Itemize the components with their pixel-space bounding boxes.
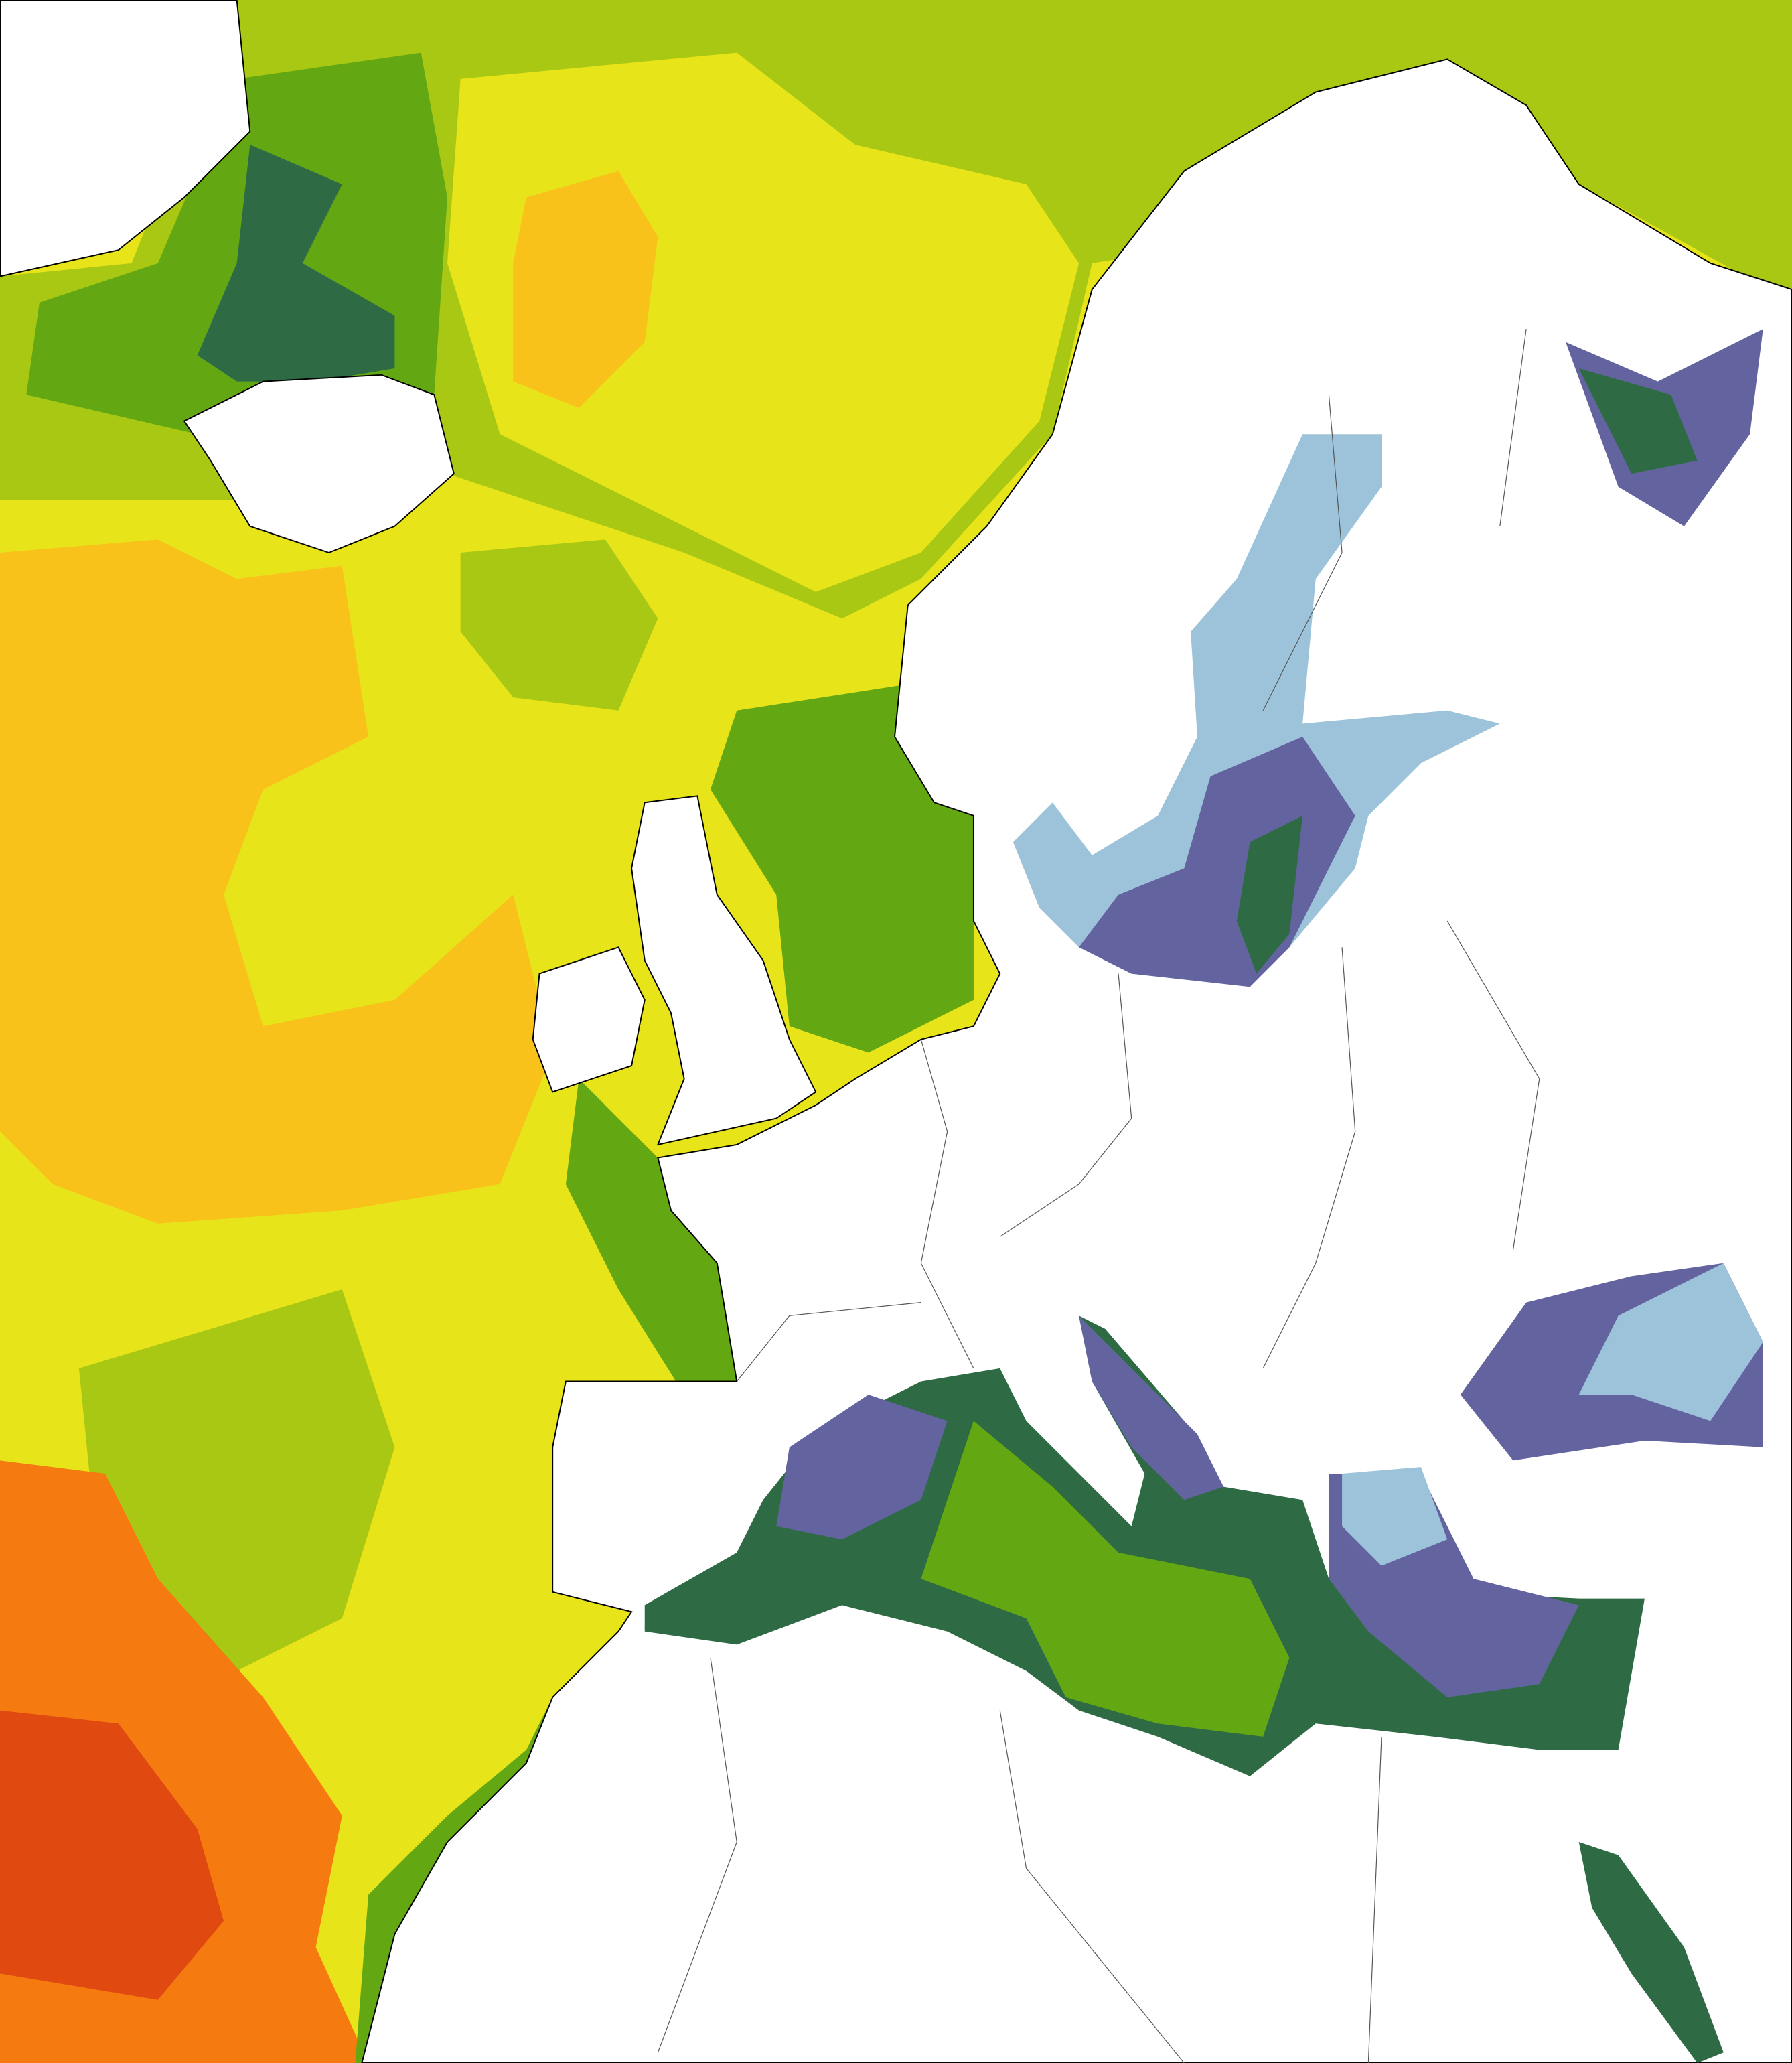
central-med	[921, 1421, 1290, 1737]
ireland	[532, 946, 646, 1093]
black-sea-east	[1578, 1263, 1763, 1421]
red-sea	[1578, 1842, 1724, 2063]
iceland	[183, 374, 455, 554]
britain	[631, 795, 817, 1146]
light-green-south	[78, 1289, 395, 1671]
white-sea-dark	[1578, 368, 1698, 474]
baltic-dark	[1236, 815, 1303, 974]
north-sea	[710, 684, 974, 1053]
adriatic	[1079, 1315, 1224, 1500]
biscay-green	[565, 1078, 744, 1395]
aegean-light	[1342, 1467, 1448, 1566]
dark-green-zone	[197, 145, 395, 382]
country-borders	[657, 328, 1540, 2063]
balearic-purple	[776, 1395, 948, 1540]
greenland	[0, 0, 251, 277]
gold-atlantic	[0, 539, 553, 1224]
red-zone	[0, 1710, 224, 2000]
gold-zone	[513, 171, 658, 408]
baltic-sea	[1013, 434, 1500, 987]
light-green-patch	[460, 539, 658, 711]
